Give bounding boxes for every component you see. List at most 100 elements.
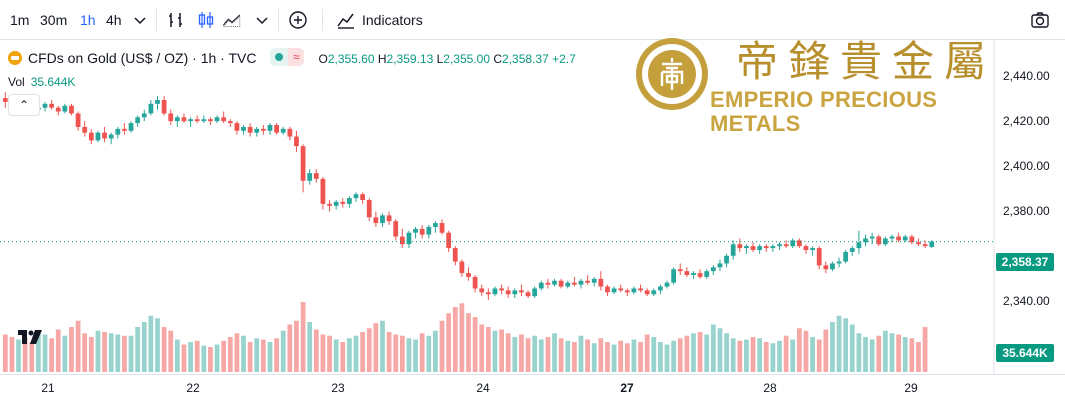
candle-body (479, 288, 485, 293)
volume-bar (466, 313, 471, 372)
chevron-down-icon[interactable] (252, 10, 272, 30)
volume-bar (29, 342, 35, 372)
candle-body (843, 251, 849, 262)
candle-body (201, 119, 207, 122)
interval-30m[interactable]: 30m (40, 12, 68, 28)
candle-body (433, 223, 438, 227)
bar-chart-style-icon[interactable] (166, 10, 186, 30)
time-tick: 21 (41, 381, 55, 395)
tradingview-logo-icon[interactable] (18, 330, 44, 344)
indicators-button[interactable]: Indicators (362, 12, 423, 28)
volume-bar (214, 344, 220, 372)
candle-body (658, 286, 663, 291)
compare-add-icon[interactable] (288, 10, 308, 30)
candle-body (558, 280, 564, 287)
price-tick: 2,380.00 (1003, 204, 1050, 218)
volume-bar (201, 345, 207, 372)
candle-body (102, 132, 107, 139)
time-axis[interactable]: 21 22 23 24 27 28 29 (0, 374, 1065, 405)
camera-icon[interactable] (1030, 10, 1050, 30)
symbol-legend: CFDs on Gold (US$ / OZ) · 1h · TVC ≈ O2,35… (8, 48, 576, 68)
candle-body (929, 241, 935, 247)
candle-body (704, 271, 710, 277)
volume-bar (896, 334, 901, 372)
volume-bar (267, 342, 273, 372)
volume-bar (724, 333, 729, 372)
volume-bar (836, 315, 842, 372)
volume-bar (869, 339, 875, 372)
candle-body (234, 123, 240, 131)
volume-bar (783, 335, 789, 372)
wave-icon: ≈ (288, 48, 305, 66)
candle-body (419, 228, 425, 235)
volume-bar (922, 327, 928, 372)
candle-body (585, 280, 590, 283)
volume-bar (42, 334, 48, 372)
candle-body (439, 223, 445, 233)
candle-body (459, 261, 465, 274)
volume-bar (386, 332, 392, 372)
collapse-legend-button[interactable]: ⌃ (8, 94, 40, 116)
candle-body (241, 126, 246, 131)
volume-bar (472, 317, 478, 372)
candle-body (499, 288, 504, 291)
volume-bar (406, 338, 412, 372)
candle-body (737, 244, 743, 249)
candle-body (889, 236, 895, 239)
interval-1h[interactable]: 1h (80, 12, 96, 28)
candle-body (128, 123, 134, 131)
time-tick: 29 (904, 381, 918, 395)
volume-bar (730, 338, 736, 372)
indicators-icon[interactable] (336, 10, 356, 30)
volume-bar (433, 330, 438, 372)
interval-1m[interactable]: 1m (10, 12, 30, 28)
volume-bar (393, 334, 399, 372)
area-chart-icon[interactable] (222, 10, 242, 30)
candle-body (545, 282, 551, 285)
candle-body (300, 146, 306, 181)
candle-body (922, 244, 928, 247)
time-tick: 23 (331, 381, 345, 395)
volume-bar (155, 318, 160, 372)
volume-bar (122, 335, 127, 372)
chevron-down-icon[interactable] (130, 10, 150, 30)
candle-body (876, 236, 882, 245)
candle-body (174, 117, 180, 122)
candle-body (644, 290, 650, 295)
candle-body (42, 103, 48, 108)
volume-bar (916, 342, 921, 372)
volume-bar (830, 322, 835, 372)
candle-body (181, 117, 187, 122)
volume-bar (803, 330, 809, 372)
candle-body (280, 128, 286, 133)
candle-body (413, 228, 418, 233)
volume-bar (591, 343, 597, 372)
time-tick: 27 (620, 381, 634, 395)
candles-icon[interactable] (196, 10, 216, 30)
volume-bar (254, 338, 260, 372)
volume-bar (108, 333, 114, 372)
candle-body (810, 248, 815, 250)
volume-bar (227, 337, 233, 372)
volume-bar (770, 343, 776, 372)
interval-4h[interactable]: 4h (106, 12, 122, 28)
market-status-pill[interactable]: ≈ (270, 48, 305, 66)
symbol-title[interactable]: CFDs on Gold (US$ / OZ) · 1h · TVC (28, 50, 257, 66)
candle-body (227, 121, 233, 124)
candle-body (525, 292, 531, 297)
candle-body (763, 246, 769, 249)
candle-body (313, 173, 319, 179)
volume-bar (168, 330, 174, 372)
volume-bar (651, 337, 657, 372)
volume-bar (810, 337, 815, 372)
volume-bar (505, 333, 511, 372)
price-chart[interactable] (0, 40, 1065, 374)
volume-bar (605, 342, 610, 372)
volume-bar (380, 320, 385, 372)
volume-value: 35.644K (30, 75, 76, 89)
candle-body (664, 282, 670, 287)
candle-body (638, 288, 643, 291)
volume-bar (280, 330, 286, 372)
candle-body (578, 280, 584, 285)
candle-body (750, 246, 756, 250)
